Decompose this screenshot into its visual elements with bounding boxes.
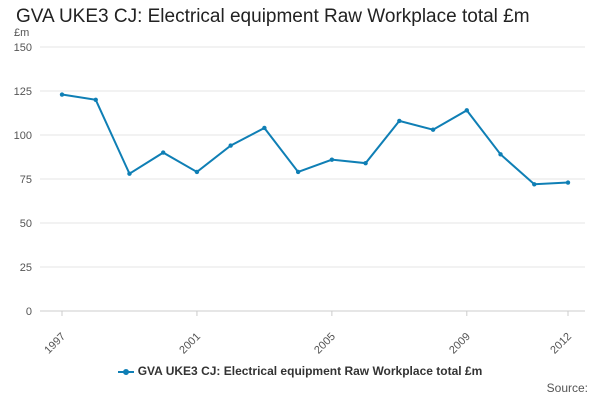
y-axis-unit: £m <box>14 27 29 39</box>
series[interactable] <box>59 92 571 187</box>
data-point-2000[interactable] <box>161 150 166 155</box>
data-point-2004[interactable] <box>295 169 301 175</box>
x-tick-label-2009: 2009 <box>447 331 473 357</box>
data-point-2008[interactable] <box>430 127 436 132</box>
x-tick-label-1997: 1997 <box>42 331 68 357</box>
data-point-1999[interactable] <box>127 171 132 176</box>
y-tick-label-75: 75 <box>20 174 32 186</box>
y-tick-label-150: 150 <box>14 42 32 54</box>
x-tick-label-2012: 2012 <box>548 331 574 357</box>
data-point-2009[interactable] <box>464 108 469 113</box>
data-point-2001[interactable] <box>194 169 200 175</box>
data-point-1997[interactable] <box>59 92 65 97</box>
x-tick-label-2005: 2005 <box>312 331 338 357</box>
legend-label: GVA UKE3 CJ: Electrical equipment Raw Wo… <box>137 364 483 378</box>
data-point-2003[interactable] <box>262 125 267 131</box>
data-point-2011[interactable] <box>532 182 537 187</box>
x-axis-ticks: 1997 2001 2005 2009 2012 <box>42 311 574 356</box>
gridlines <box>40 46 585 312</box>
data-point-2005[interactable] <box>329 157 335 162</box>
series-line-0[interactable] <box>61 93 569 186</box>
legend-marker-icon <box>117 368 134 375</box>
data-point-2002[interactable] <box>228 143 233 148</box>
legend[interactable]: GVA UKE3 CJ: Electrical equipment Raw Wo… <box>0 364 600 378</box>
source-label: Source: <box>546 381 588 395</box>
data-point-2010[interactable] <box>498 152 503 157</box>
x-tick-label-2001: 2001 <box>177 331 203 357</box>
y-tick-label-125: 125 <box>14 86 32 98</box>
data-point-2007[interactable] <box>397 118 402 124</box>
y-tick-label-0: 0 <box>26 306 32 318</box>
y-tick-label-100: 100 <box>14 130 32 142</box>
chart-title: GVA UKE3 CJ: Electrical equipment Raw Wo… <box>16 6 530 27</box>
y-tick-label-25: 25 <box>20 262 32 274</box>
y-axis-ticks: 0 25 50 75 100 125 150 <box>14 42 32 318</box>
data-point-1998[interactable] <box>93 97 98 103</box>
data-point-2006[interactable] <box>363 160 368 166</box>
y-tick-label-50: 50 <box>20 218 32 230</box>
data-point-2012[interactable] <box>565 180 571 185</box>
